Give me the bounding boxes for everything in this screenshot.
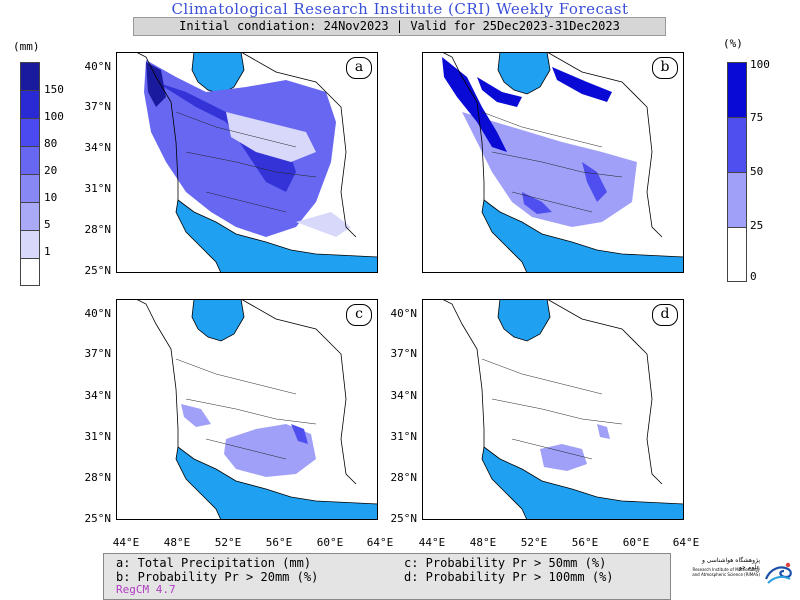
legend-right-tick: 50	[750, 165, 764, 178]
lat-label: 31°N	[390, 430, 418, 443]
legend-left-swatch	[20, 230, 40, 258]
rimas-logo: پژوهشگاه هواشناسی و علوم جو Research Ins…	[690, 553, 795, 597]
legend-left-tick: 80	[44, 137, 58, 150]
legend-right-unit: (%)	[723, 37, 743, 50]
lat-label: 25°N	[84, 264, 112, 277]
legend-left-tick: 1	[44, 245, 51, 258]
panel-label: c	[346, 304, 372, 326]
page-title: Climatological Research Institute (CRI) …	[171, 0, 629, 18]
lat-label: 31°N	[84, 430, 112, 443]
panel-label: b	[652, 57, 678, 79]
lon-label: 48°E	[163, 536, 191, 549]
legend-right-swatch	[727, 117, 747, 172]
legend-info-box: a: Total Precipitation (mm) b: Probabili…	[103, 553, 671, 600]
panel-label: a	[346, 57, 372, 79]
map-c-graphic	[116, 299, 378, 520]
lon-label: 48°E	[469, 536, 497, 549]
logo-name-fa: پژوهشگاه هواشناسی و علوم جو	[701, 557, 760, 571]
legend-left-tick: 150	[44, 83, 64, 96]
map-b-graphic	[422, 52, 684, 273]
legend-right-tick: 100	[750, 58, 770, 71]
legend-left-tick: 20	[44, 164, 58, 177]
legend-left-tick: 5	[44, 218, 51, 231]
lon-label: 60°E	[622, 536, 650, 549]
lat-label: 28°N	[84, 471, 112, 484]
lat-label: 25°N	[390, 512, 418, 525]
legend-left-unit: (mm)	[13, 40, 40, 53]
map-panel-c: c	[116, 299, 378, 520]
legend-right-swatch	[727, 62, 747, 117]
lon-label: 52°E	[520, 536, 548, 549]
legend-left-swatch	[20, 146, 40, 174]
lat-label: 34°N	[84, 389, 112, 402]
legend-left-swatch	[20, 174, 40, 202]
map-d-graphic	[422, 299, 684, 520]
map-panel-b: b	[422, 52, 684, 273]
legend-left-tick: 10	[44, 191, 58, 204]
lon-label: 60°E	[316, 536, 344, 549]
lat-label: 34°N	[390, 389, 418, 402]
info-line-c: c: Probability Pr > 50mm (%)	[404, 556, 607, 570]
lat-label: 40°N	[84, 60, 112, 73]
legend-right-tick: 0	[750, 270, 757, 283]
lat-label: 40°N	[390, 307, 418, 320]
legend-left-swatch	[20, 258, 40, 286]
lat-label: 37°N	[84, 347, 112, 360]
legend-right-swatch	[727, 172, 747, 227]
lon-label: 64°E	[672, 536, 700, 549]
info-line-d: d: Probability Pr > 100mm (%)	[404, 570, 614, 584]
lon-label: 56°E	[571, 536, 599, 549]
lon-label: 44°E	[418, 536, 446, 549]
logo-name-en: Research Institute of Meteorology and At…	[692, 567, 760, 577]
lat-label: 25°N	[84, 512, 112, 525]
lat-label: 28°N	[390, 471, 418, 484]
legend-right-tick: 75	[750, 111, 764, 124]
lat-label: 31°N	[84, 182, 112, 195]
map-a-graphic	[116, 52, 378, 273]
legend-right	[727, 62, 747, 282]
legend-left-swatch	[20, 202, 40, 230]
info-line-b: b: Probability Pr > 20mm (%)	[116, 570, 319, 584]
logo-swirl-icon	[764, 562, 792, 584]
forecast-subtitle: Initial condiation: 24Nov2023 | Valid fo…	[133, 17, 666, 36]
lat-label: 37°N	[84, 100, 112, 113]
lon-label: 44°E	[112, 536, 140, 549]
legend-right-swatch	[727, 227, 747, 282]
info-line-a: a: Total Precipitation (mm)	[116, 556, 312, 570]
legend-left-swatch	[20, 118, 40, 146]
lat-label: 40°N	[84, 307, 112, 320]
legend-left-swatch	[20, 90, 40, 118]
legend-left-tick: 100	[44, 110, 64, 123]
map-panel-d: d	[422, 299, 684, 520]
map-panel-a: a	[116, 52, 378, 273]
lat-label: 34°N	[84, 141, 112, 154]
lon-label: 56°E	[265, 536, 293, 549]
panel-label: d	[652, 304, 678, 326]
lat-label: 28°N	[84, 223, 112, 236]
lon-label: 64°E	[366, 536, 394, 549]
legend-left-swatch	[20, 62, 40, 90]
legend-left	[20, 62, 40, 286]
model-name: RegCM 4.7	[116, 583, 176, 596]
legend-right-tick: 25	[750, 219, 764, 232]
lon-label: 52°E	[214, 536, 242, 549]
lat-label: 37°N	[390, 347, 418, 360]
